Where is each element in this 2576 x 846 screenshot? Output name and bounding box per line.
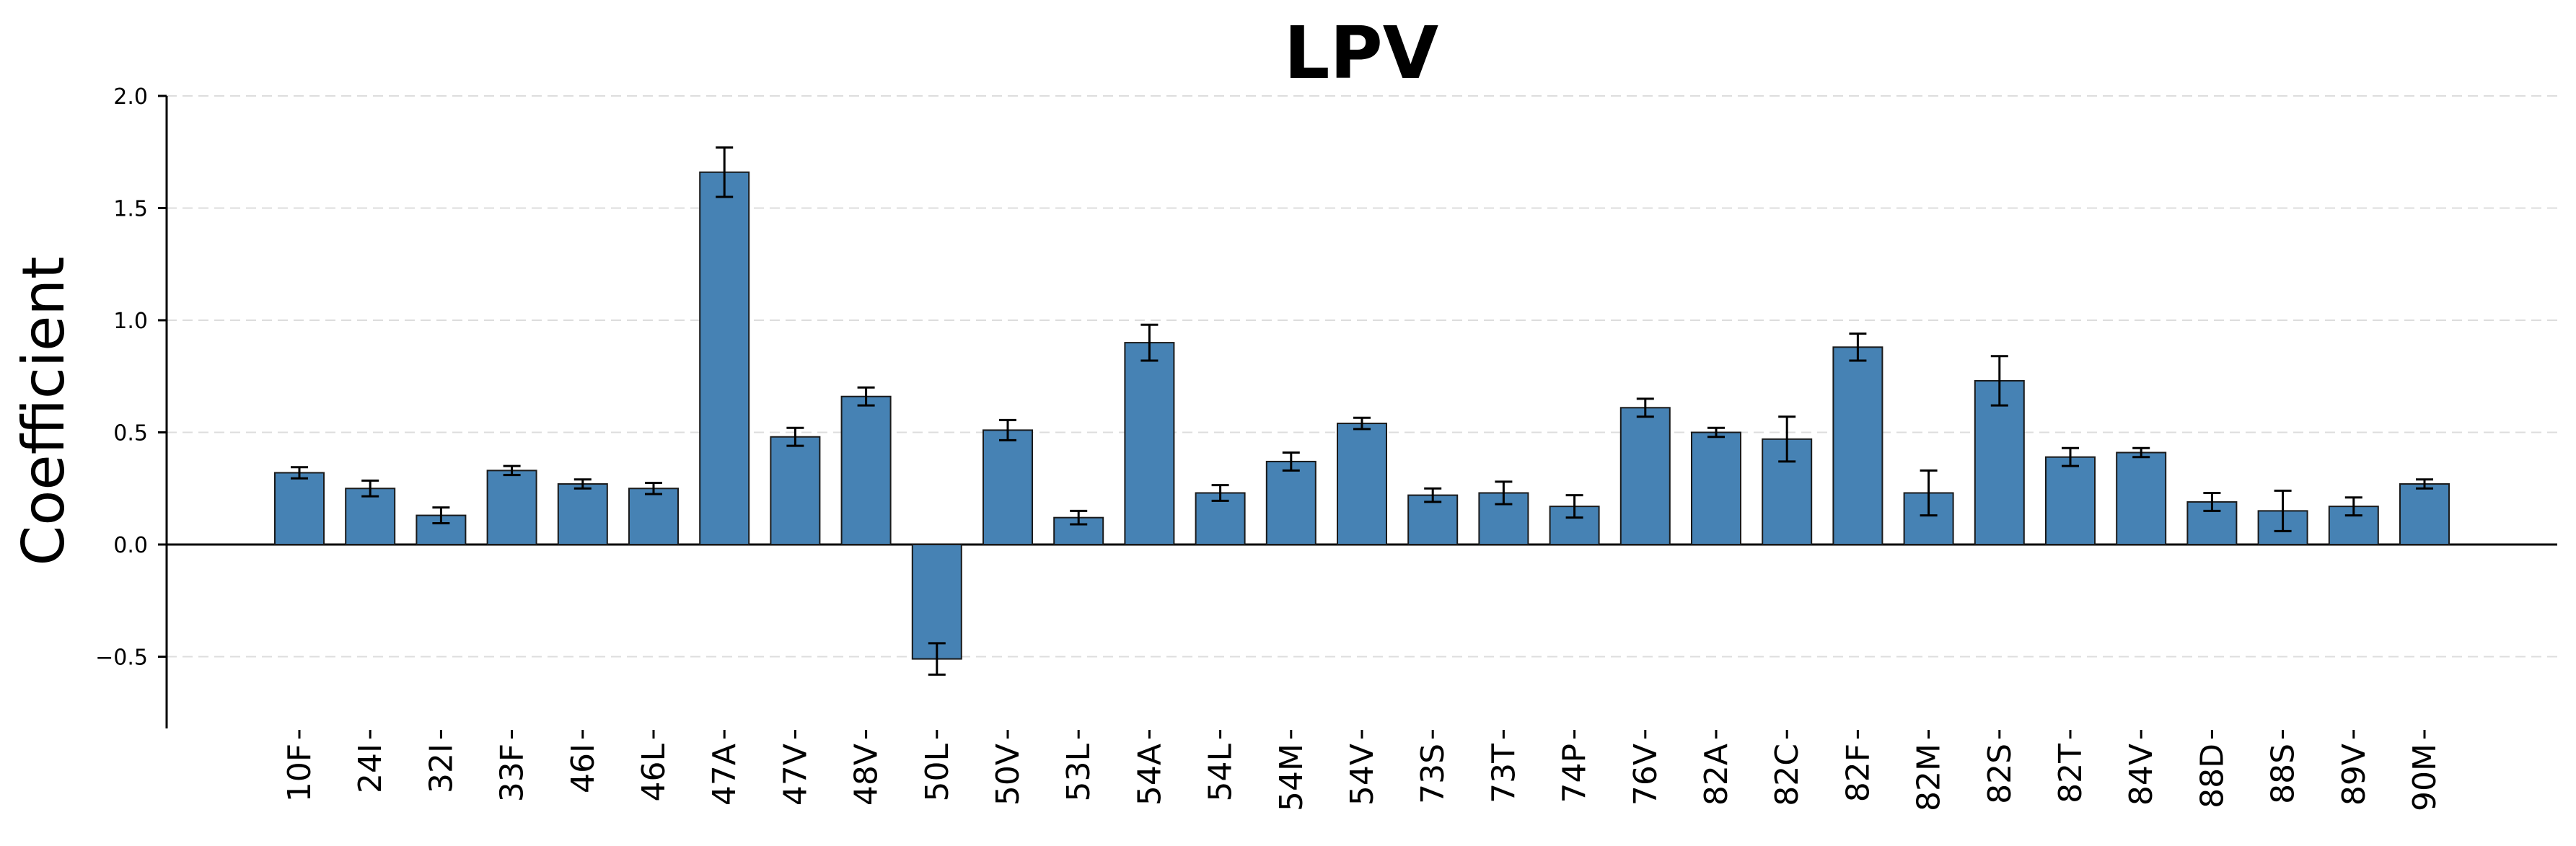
x-tick-label: 47A [706,744,743,806]
error-bar-76V [1636,397,1654,418]
error-bar-82M [1920,469,1938,517]
error-bar-53L [1070,509,1088,526]
error-bar-82F [1849,332,1867,362]
x-tick-label: 82T [2052,744,2089,803]
chart-title: LPV [1284,11,1438,95]
error-bar-24I [361,479,379,498]
error-bar-82C [1778,415,1796,463]
error-bar-82A [1707,426,1725,439]
error-bar-74P [1565,494,1583,519]
bar-82S [1974,379,2025,545]
bar-54A [1124,342,1175,545]
error-bar-90M [2416,478,2433,490]
error-bars [291,146,2433,676]
error-bar-54V [1353,416,1371,431]
x-tick-label: 82F [1839,744,1876,802]
x-tick-label: 54L [1203,744,1239,802]
bar-50V [983,429,1033,546]
bar-33F [486,470,537,545]
y-tick-label: 0.5 [113,421,148,446]
error-bar-89V [2344,496,2362,517]
x-tick-label: 74P [1557,744,1593,803]
x-tick-label: 73S [1415,744,1451,804]
x-tick-label: 50V [990,744,1027,806]
error-bar-46L [645,481,662,495]
x-tick-label: 46I [565,744,602,793]
x-tick-label: 46L [636,744,672,802]
x-tick-label: 82A [1698,744,1735,806]
error-bar-54M [1282,451,1300,472]
error-bar-33F [503,464,521,477]
bars [274,171,2450,660]
x-tick-label: 82M [1911,744,1948,811]
x-axis-ticks: 10F 24I 32I 33F 46I 46L 47A 47V 48V 50L 50V 53L 54A 5… [281,730,2443,811]
error-bar-48V [857,386,875,407]
x-tick-label: 76V [1627,744,1664,806]
bar-47A [699,171,750,546]
x-tick-label: 73T [1485,744,1522,803]
error-bar-54A [1140,323,1159,362]
y-axis-label: Coefficient [10,257,77,566]
x-tick-label: 33F [494,744,531,802]
bar-90M [2399,483,2450,546]
bar-10F [274,472,325,545]
x-tick-label: 90M [2406,744,2443,811]
bar-54V [1337,423,1387,545]
x-tick-label: 88D [2194,744,2230,808]
bar-48V [840,395,892,545]
bar-50L [911,544,962,660]
error-bar-47V [786,426,804,447]
error-bar-82T [2062,446,2079,467]
error-bar-10F [291,466,308,480]
error-bar-88D [2203,491,2221,512]
y-tick-label: 1.0 [113,309,148,334]
error-bar-84V [2132,446,2150,459]
x-tick-label: 54M [1273,744,1310,811]
bar-82F [1832,346,1883,545]
error-bar-46I [573,478,592,490]
bar-47V [770,436,821,545]
x-tick-label: 82S [1982,744,2018,804]
error-bar-73T [1495,480,1513,506]
x-tick-label: 88S [2265,744,2302,804]
bar-46I [557,483,608,546]
error-bar-50V [999,418,1016,441]
x-tick-label: 48V [848,744,885,806]
x-tick-label: 24I [352,744,389,793]
x-tick-label: 10F [281,744,318,802]
x-tick-label: 54V [1344,744,1381,806]
grid [167,95,2557,658]
x-tick-label: 89V [2336,744,2373,806]
bar-73S [1407,494,1459,546]
error-bar-50L [928,642,946,676]
error-bar-73S [1424,487,1442,503]
y-tick-label: 0.0 [113,533,148,558]
x-tick-label: 82C [1769,744,1806,806]
bar-82T [2045,456,2096,546]
error-bar-82S [1990,355,2008,407]
error-bar-32I [432,506,450,524]
y-tick-label: 1.5 [113,197,148,222]
x-tick-label: 32I [423,744,460,793]
bar-82A [1691,431,1741,545]
bar-46L [628,488,679,545]
y-tick-label: 2.0 [113,84,148,110]
bar-84V [2116,451,2167,545]
error-bar-88S [2274,489,2292,532]
bar-76V [1619,407,1671,545]
bar-54M [1265,460,1316,545]
x-tick-label: 54A [1131,744,1168,806]
x-tick-label: 47V [777,744,814,806]
error-bar-47A [716,146,734,198]
y-axis: −0.5 0.0 0.5 1.0 1.5 2.0 [95,84,168,729]
error-bar-54L [1211,484,1229,502]
x-tick-label: 84V [2123,744,2160,806]
x-tick-label: 53L [1060,744,1097,802]
x-tick-label: 50L [919,744,956,802]
y-tick-label: −0.5 [95,645,148,671]
